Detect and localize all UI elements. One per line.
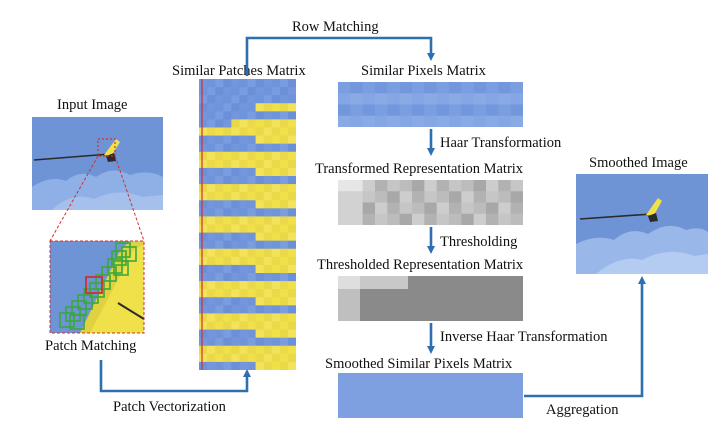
input-image — [32, 117, 163, 210]
inverse-haar-transformation-label: Inverse Haar Transformation — [440, 329, 608, 345]
input-image-label: Input Image — [57, 97, 128, 113]
patch-matching-zoom — [50, 241, 144, 333]
thresholded-representation-matrix-label: Thresholded Representation Matrix — [317, 257, 524, 273]
thresholded-representation-matrix — [338, 276, 523, 321]
similar-pixels-matrix-label: Similar Pixels Matrix — [361, 63, 486, 79]
smoothed-image — [576, 174, 708, 274]
transformed-representation-matrix — [338, 180, 523, 225]
similar-patches-matrix — [199, 79, 296, 370]
patch-matching-label: Patch Matching — [45, 338, 137, 354]
smoothed-image-label: Smoothed Image — [589, 155, 688, 171]
smoothed-similar-pixels-matrix-label: Smoothed Similar Pixels Matrix — [325, 356, 513, 372]
thresholding-label: Thresholding — [440, 234, 518, 250]
aggregation-label: Aggregation — [546, 402, 619, 418]
similar-patches-matrix-label: Similar Patches Matrix — [172, 63, 306, 79]
smoothed-similar-pixels-matrix — [338, 373, 523, 418]
transformed-representation-matrix-label: Transformed Representation Matrix — [315, 161, 524, 177]
haar-transformation-label: Haar Transformation — [440, 135, 562, 151]
similar-pixels-matrix — [338, 82, 523, 127]
row-matching-label: Row Matching — [292, 19, 379, 35]
patch-vectorization-label: Patch Vectorization — [113, 399, 226, 415]
